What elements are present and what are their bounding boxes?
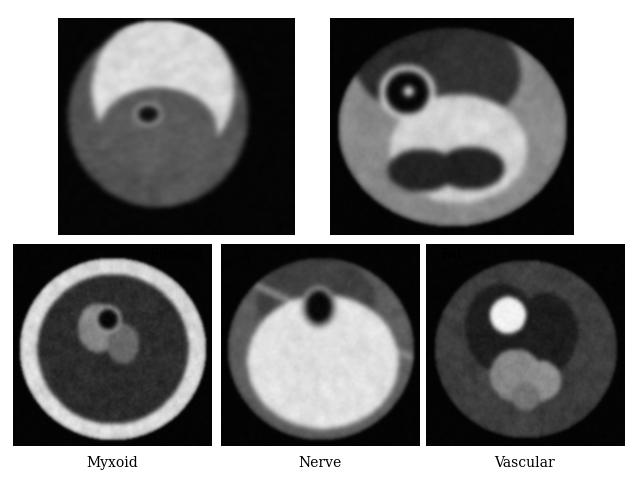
Text: Fibrous: Fibrous	[149, 247, 203, 261]
Text: Vascular: Vascular	[495, 455, 555, 469]
Text: Nerve: Nerve	[298, 455, 342, 469]
Text: Fat: Fat	[440, 247, 463, 261]
Text: Myxoid: Myxoid	[86, 455, 138, 469]
